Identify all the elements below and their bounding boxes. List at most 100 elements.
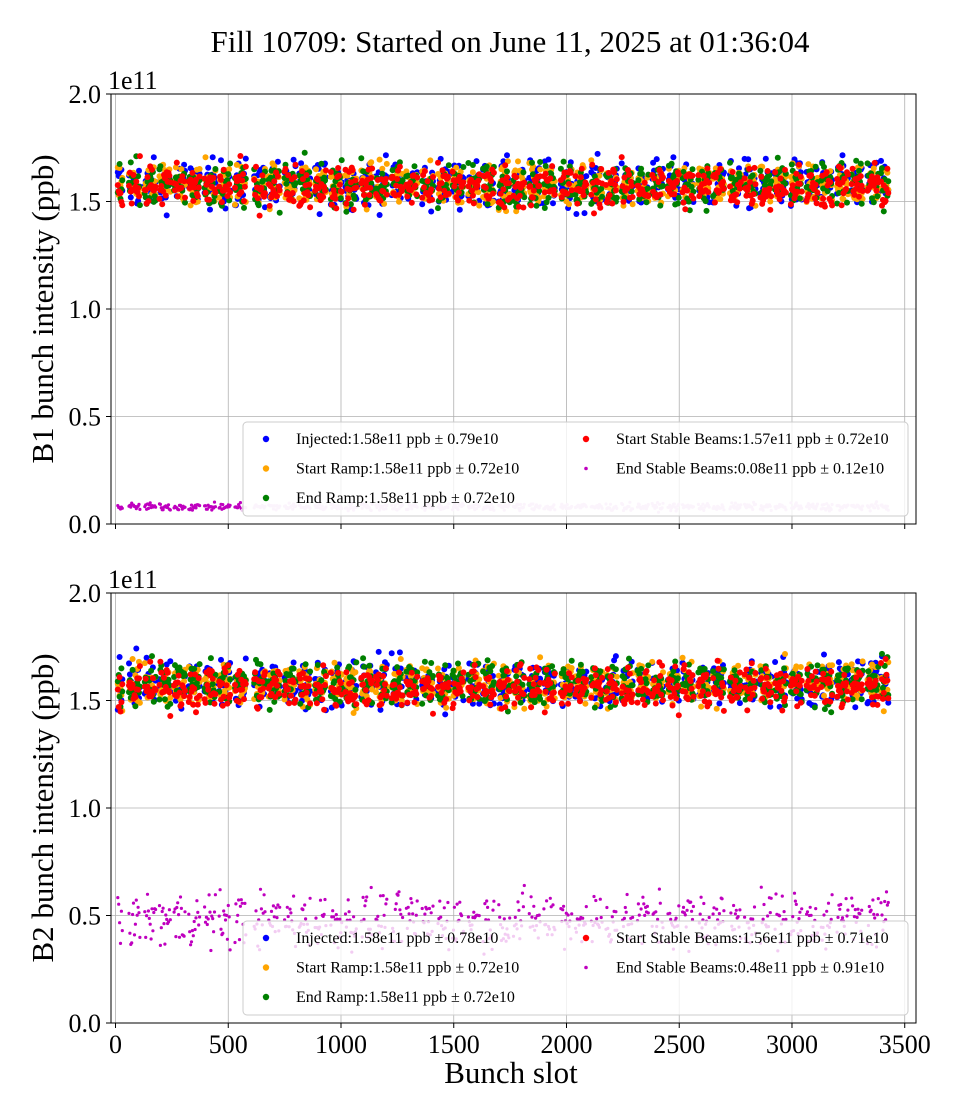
data-point — [314, 662, 321, 668]
data-point — [823, 169, 830, 176]
data-point — [484, 657, 491, 664]
data-point — [396, 198, 402, 205]
data-point — [177, 508, 181, 512]
data-point — [782, 189, 789, 196]
data-point — [818, 177, 825, 184]
data-point — [206, 196, 213, 203]
data-point — [238, 501, 242, 505]
data-point — [428, 660, 435, 666]
data-point — [232, 201, 238, 208]
data-point — [651, 175, 657, 182]
data-point — [835, 659, 842, 666]
data-point — [259, 172, 266, 179]
data-point — [636, 196, 643, 203]
data-point — [135, 185, 142, 192]
data-point — [194, 506, 198, 510]
data-point — [335, 165, 342, 171]
data-point — [398, 697, 405, 704]
data-point — [857, 160, 864, 167]
data-point — [138, 507, 142, 511]
data-point — [469, 162, 476, 168]
data-point — [336, 181, 343, 188]
data-point — [166, 503, 171, 507]
data-point — [545, 156, 552, 163]
data-point — [497, 190, 504, 197]
data-point — [550, 186, 557, 193]
data-point — [568, 187, 575, 194]
data-point — [358, 155, 365, 162]
data-point — [521, 705, 528, 712]
data-point — [216, 194, 223, 201]
data-point — [212, 500, 217, 504]
data-point — [655, 179, 662, 185]
data-point — [878, 157, 884, 164]
data-point — [752, 181, 759, 188]
data-point — [880, 208, 887, 215]
data-point — [332, 696, 339, 703]
data-point — [376, 156, 383, 163]
data-point — [150, 154, 157, 161]
data-point — [166, 172, 173, 179]
data-point — [848, 661, 855, 668]
data-point — [859, 658, 866, 665]
data-point — [551, 191, 558, 198]
data-point — [242, 655, 249, 662]
data-point — [827, 179, 834, 186]
data-point — [821, 692, 827, 699]
data-point — [456, 173, 463, 180]
data-point — [283, 180, 290, 187]
data-point — [885, 178, 892, 185]
data-point — [500, 186, 507, 193]
data-point — [746, 165, 753, 172]
data-point — [689, 172, 696, 179]
b1-y-axis-label: B1 bunch intensity (ppb) — [25, 154, 60, 463]
data-point — [274, 193, 280, 200]
data-point — [297, 700, 304, 707]
data-point — [490, 190, 496, 197]
data-point — [438, 180, 445, 187]
data-point — [747, 179, 753, 185]
legend-marker — [262, 435, 270, 443]
legend-marker — [262, 494, 270, 502]
data-point — [218, 176, 224, 183]
data-point — [870, 199, 877, 206]
data-point — [172, 164, 179, 171]
data-point — [282, 165, 289, 172]
data-point — [262, 190, 268, 197]
data-point — [388, 699, 395, 706]
data-point — [255, 202, 262, 209]
data-point — [450, 667, 457, 674]
data-point — [641, 179, 648, 186]
data-point — [674, 200, 681, 207]
data-point — [460, 179, 467, 186]
data-point — [210, 198, 217, 205]
data-point — [182, 194, 188, 201]
data-point — [209, 681, 216, 688]
data-point — [864, 160, 871, 167]
data-point — [328, 201, 335, 208]
data-point — [148, 501, 152, 505]
data-point — [242, 155, 249, 162]
data-point — [537, 654, 544, 661]
data-point — [841, 175, 848, 182]
data-point — [517, 699, 524, 706]
data-point — [782, 651, 788, 657]
data-point — [855, 658, 861, 665]
data-point — [716, 188, 723, 195]
data-point — [227, 160, 234, 167]
data-point — [435, 159, 441, 166]
data-point — [290, 665, 297, 672]
series-start-stable-beams — [114, 153, 892, 219]
data-point — [129, 666, 136, 673]
data-point — [444, 173, 451, 180]
data-point — [820, 195, 827, 202]
data-point — [152, 183, 159, 190]
data-point — [844, 181, 850, 188]
data-point — [690, 195, 697, 202]
data-point — [476, 700, 483, 707]
data-point — [314, 176, 321, 183]
data-point — [336, 698, 343, 705]
data-point — [734, 199, 741, 206]
data-point — [220, 166, 227, 173]
data-point — [333, 205, 340, 212]
